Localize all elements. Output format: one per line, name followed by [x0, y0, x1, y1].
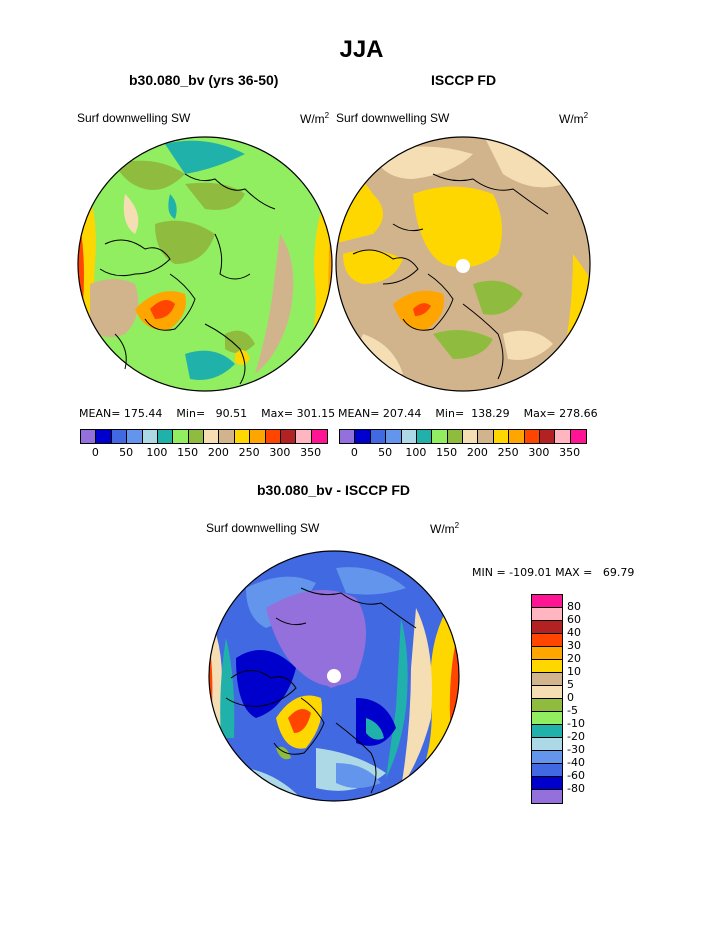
colorbar-level-label: -5	[567, 704, 578, 717]
colorbar-swatch	[173, 430, 189, 443]
colorbar-swatch	[127, 430, 143, 443]
colorbar-swatch	[532, 764, 562, 777]
colorbar-swatch	[142, 430, 158, 443]
colorbar-level-label: -30	[567, 743, 585, 756]
colorbar-swatch	[532, 634, 562, 647]
diff-field-label: Surf downwelling SW	[206, 521, 320, 535]
diff-units: W/m2	[430, 521, 460, 536]
colorbar-tick-label: 50	[119, 446, 134, 459]
colorbar-swatch	[432, 430, 448, 443]
colorbar-tick-label: 200	[207, 446, 229, 459]
colorbar-swatch	[532, 725, 562, 738]
colorbar-tick-label: 300	[269, 446, 291, 459]
colorbar-swatch	[311, 430, 327, 443]
right-colorbar	[339, 429, 587, 444]
colorbar-tick-label: 300	[528, 446, 550, 459]
colorbar-swatch	[532, 712, 562, 725]
colorbar-tick-label: 250	[497, 446, 519, 459]
colorbar-tick-label: 0	[91, 446, 99, 459]
colorbar-swatch	[265, 430, 281, 443]
colorbar-level-label: 20	[567, 652, 581, 665]
colorbar-swatch	[532, 699, 562, 712]
colorbar-level-label: 80	[567, 600, 581, 613]
colorbar-swatch	[370, 430, 387, 443]
colorbar-level-label: 30	[567, 639, 581, 652]
colorbar-tick-label: 150	[177, 446, 199, 459]
colorbar-swatch	[555, 430, 571, 443]
colorbar-swatch	[532, 673, 562, 686]
colorbar-swatch	[532, 777, 562, 790]
colorbar-level-label: -60	[567, 769, 585, 782]
colorbar-tick-label: 100	[146, 446, 168, 459]
diff-polar-map	[208, 550, 460, 802]
colorbar-level-label: -10	[567, 717, 585, 730]
colorbar-level-label: -80	[567, 782, 585, 795]
colorbar-swatch	[532, 608, 562, 621]
colorbar-swatch	[532, 751, 562, 764]
colorbar-level-label: 0	[567, 691, 574, 704]
colorbar-swatch	[219, 430, 235, 443]
colorbar-swatch	[188, 430, 204, 443]
colorbar-swatch	[532, 738, 562, 751]
colorbar-swatch	[570, 430, 586, 443]
page-title: JJA	[339, 36, 384, 63]
colorbar-swatch	[111, 430, 128, 443]
left-stats: MEAN= 175.44 Min= 90.51 Max= 301.15	[79, 407, 336, 420]
colorbar-level-label: -40	[567, 756, 585, 769]
colorbar-swatch	[280, 430, 297, 443]
colorbar-swatch	[532, 790, 562, 803]
colorbar-tick-label: 100	[405, 446, 427, 459]
colorbar-level-label: 40	[567, 626, 581, 639]
colorbar-tick-label: 150	[436, 446, 458, 459]
colorbar-swatch	[401, 430, 417, 443]
colorbar-swatch	[493, 430, 510, 443]
colorbar-tick-label: 350	[559, 446, 581, 459]
diff-colorbar	[531, 594, 563, 804]
colorbar-swatch	[416, 430, 433, 443]
colorbar-tick-label: 50	[378, 446, 393, 459]
left-field-label: Surf downwelling SW	[77, 111, 191, 125]
colorbar-swatch	[478, 430, 494, 443]
colorbar-swatch	[96, 430, 112, 443]
left-units: W/m2	[300, 111, 330, 126]
right-units: W/m2	[559, 111, 589, 126]
right-stats: MEAN= 207.44 Min= 138.29 Max= 278.66	[338, 407, 598, 420]
colorbar-swatch	[532, 660, 562, 673]
left-polar-map	[77, 136, 333, 392]
colorbar-swatch	[81, 430, 97, 443]
colorbar-swatch	[447, 430, 463, 443]
colorbar-swatch	[532, 686, 562, 699]
colorbar-tick-label: 350	[300, 446, 322, 459]
right-field-label: Surf downwelling SW	[336, 111, 450, 125]
colorbar-tick-label: 200	[466, 446, 488, 459]
colorbar-swatch	[539, 430, 556, 443]
colorbar-swatch	[524, 430, 540, 443]
colorbar-swatch	[204, 430, 220, 443]
left-colorbar	[80, 429, 328, 444]
colorbar-tick-label: 250	[238, 446, 260, 459]
colorbar-level-label: -20	[567, 730, 585, 743]
colorbar-swatch	[234, 430, 251, 443]
colorbar-tick-label: 0	[350, 446, 358, 459]
colorbar-swatch	[250, 430, 266, 443]
colorbar-swatch	[355, 430, 371, 443]
colorbar-swatch	[509, 430, 525, 443]
colorbar-swatch	[463, 430, 479, 443]
diff-panel-title: b30.080_bv - ISCCP FD	[257, 482, 411, 498]
right-panel-title: ISCCP FD	[431, 72, 497, 88]
diff-minmax: MIN = -109.01 MAX = 69.79	[472, 566, 635, 579]
colorbar-swatch	[157, 430, 174, 443]
colorbar-swatch	[296, 430, 312, 443]
colorbar-swatch	[532, 621, 562, 634]
colorbar-swatch	[340, 430, 356, 443]
colorbar-level-label: 5	[567, 678, 574, 691]
right-polar-map	[335, 136, 591, 392]
colorbar-swatch	[532, 595, 562, 608]
colorbar-level-label: 10	[567, 665, 581, 678]
colorbar-swatch	[532, 647, 562, 660]
colorbar-swatch	[386, 430, 402, 443]
colorbar-level-label: 60	[567, 613, 581, 626]
left-panel-title: b30.080_bv (yrs 36-50)	[129, 72, 279, 88]
